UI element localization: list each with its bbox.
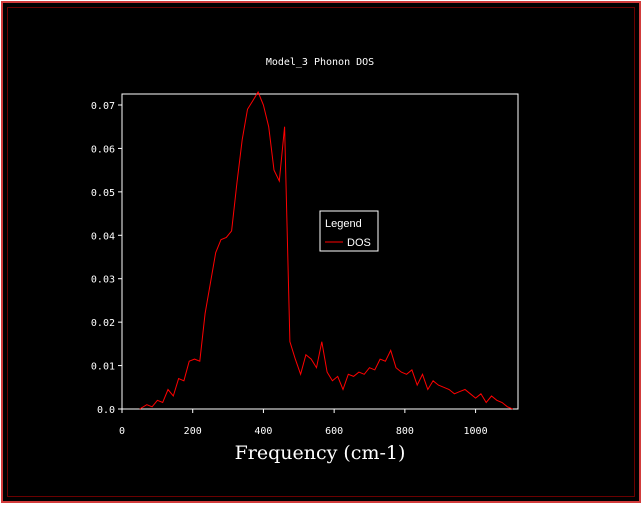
y-tick-label: 0.01 <box>91 362 115 373</box>
y-tick-label: 0.04 <box>91 231 115 242</box>
series-line-dos <box>139 90 513 410</box>
chart-title: Model_3 Phonon DOS <box>266 57 374 68</box>
plot-inner-border <box>7 7 635 497</box>
legend: Legend DOS <box>319 210 379 252</box>
x-tick-label: 800 <box>396 426 414 437</box>
x-axis: 0 200 400 600 800 1000 <box>119 409 488 437</box>
y-tick-label: 0.0 <box>97 405 115 416</box>
x-tick-label: 600 <box>325 426 343 437</box>
y-tick-label: 0.05 <box>91 188 115 199</box>
x-tick-label: 400 <box>254 426 272 437</box>
y-axis: 0.0 0.01 0.02 0.03 0.04 0.05 0.06 0.07 <box>91 101 122 416</box>
legend-title: Legend <box>325 218 362 230</box>
axes-box <box>121 93 519 410</box>
x-tick-label: 0 <box>119 426 125 437</box>
y-tick-label: 0.07 <box>91 101 115 112</box>
legend-box <box>319 210 379 252</box>
series-layer <box>139 90 513 410</box>
x-tick-label: 1000 <box>464 426 488 437</box>
legend-label-dos: DOS <box>347 237 371 249</box>
y-tick-label: 0.06 <box>91 144 115 155</box>
y-tick-label: 0.02 <box>91 318 115 329</box>
x-tick-label: 200 <box>184 426 202 437</box>
x-axis-label: Frequency (cm-1) <box>235 442 406 464</box>
y-tick-label: 0.03 <box>91 275 115 286</box>
